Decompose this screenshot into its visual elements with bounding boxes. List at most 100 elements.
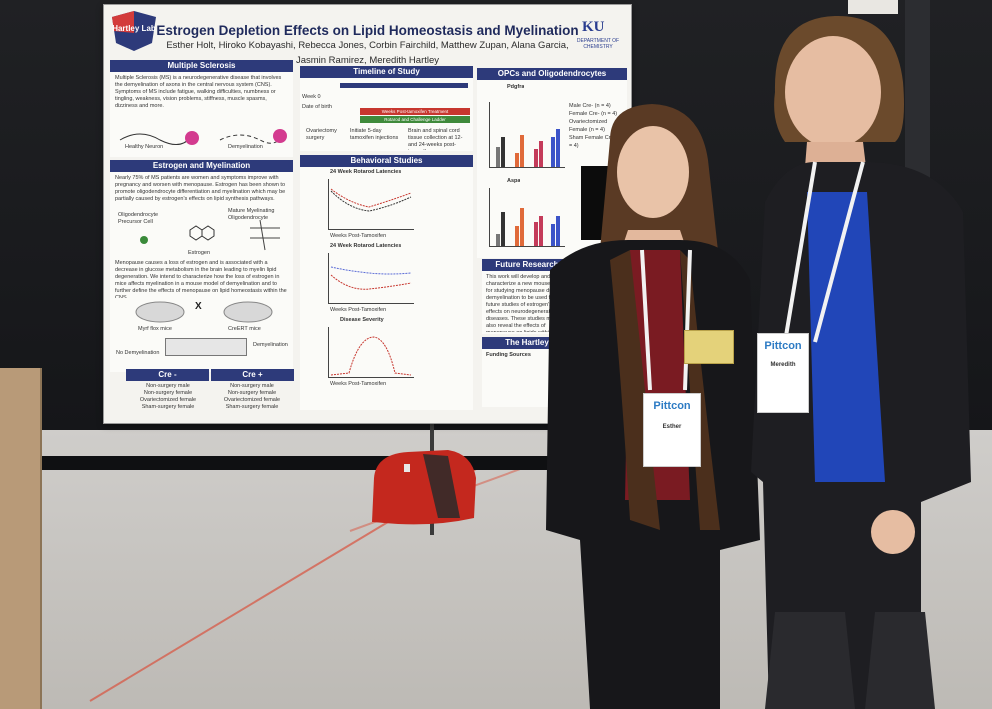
opcs-legend-item: Ovariectomized Female (n = 4): [569, 119, 608, 133]
demyelination-label: Demyelination: [228, 144, 263, 150]
timeline-legend-2: Rotarod and Challenge Ladder: [360, 116, 470, 123]
opcs-bar: [539, 216, 543, 246]
cre-plus-list: Non-surgery male Non-surgery female Ovar…: [216, 383, 288, 411]
poster-authors: Esther Holt, Hiroko Kobayashi, Rebecca J…: [104, 38, 631, 68]
behavior-xlabel-1: Weeks Post-Tamoxifen: [330, 233, 387, 239]
ms-panel: Multiple Sclerosis Multiple Sclerosis (M…: [110, 60, 293, 157]
demyelination-flow-label: Demyelination: [253, 342, 288, 348]
right-badge-name: Meredith: [770, 362, 796, 368]
opcs-chart-2: [489, 188, 565, 247]
estrogen-label: Estrogen: [188, 250, 211, 256]
ku-department: DEPARTMENT OF CHEMISTRY: [576, 38, 620, 50]
corner-sign: [848, 0, 898, 14]
opcs-legend-item: Male Cre- (n = 4): [569, 103, 611, 109]
opcs-legend-item: Female Cre- (n = 4): [569, 111, 618, 117]
opcs-bar: [501, 137, 505, 167]
opcs-chart-1: [489, 102, 565, 168]
estrogen-header: Estrogen and Myelination: [110, 160, 293, 172]
funding-label: Funding Sources: [486, 352, 531, 358]
timeline-bar: [340, 83, 468, 88]
timeline-col-3: Brain and spinal cord tissue collection …: [408, 128, 463, 150]
opcs-bar: [551, 137, 555, 167]
research-poster: Hartley Lab Estrogen Depletion Effects o…: [103, 4, 632, 424]
behavior-xlabel-2: Weeks Post-Tamoxifen: [330, 307, 387, 313]
opcs-bar: [496, 234, 500, 246]
opc-label: Oligodendrocyte Precursor Cell: [118, 212, 159, 225]
opcs-bar: [551, 224, 555, 246]
timeline-col-1: Ovariectomy surgery: [306, 128, 337, 141]
ms-text: Multiple Sclerosis (MS) is a neurodegene…: [115, 75, 282, 109]
cross-symbol: X: [195, 301, 202, 312]
person-right: [751, 15, 971, 709]
lab-logo-text: Hartley Lab: [112, 24, 156, 33]
future-header: Future Research: [482, 259, 572, 271]
cre-minus-item: Non-surgery female: [143, 390, 193, 396]
opcs-chart-2-title: Aspa: [507, 178, 521, 184]
estrogen-text: Nearly 75% of MS patients are women and …: [115, 175, 286, 202]
left-name-badge: Pittcon Esther: [643, 393, 701, 467]
ku-logo: KU: [582, 19, 605, 35]
cre-table: Cre - Cre + Non-surgery male Non-surgery…: [126, 369, 294, 419]
right-name-badge: Pittcon Meredith: [757, 333, 809, 413]
behavior-chart-1-title: 24 Week Rotarod Latencies: [330, 169, 402, 175]
timeline-col-2: Initiate 5-day tamoxifen injections: [350, 128, 399, 141]
opcs-chart-1-title: Pdgfra: [507, 84, 525, 90]
opcs-header: OPCs and Oligodendrocytes: [477, 68, 627, 80]
behavior-xlabel-3: Weeks Post-Tamoxifen: [330, 381, 387, 387]
opcs-bar: [496, 147, 500, 167]
opcs-bar: [501, 212, 505, 246]
opcs-bar: [534, 149, 538, 167]
cre-minus-item: Sham-surgery female: [141, 404, 195, 410]
timeline-week-label: Week 0: [302, 94, 321, 100]
timeline-panel: Timeline of Study Week 0 Date of birth W…: [300, 66, 473, 151]
estrogen-diagram: [140, 219, 280, 251]
opcs-bar: [556, 216, 560, 246]
poster-title: Estrogen Depletion Effects on Lipid Home…: [156, 23, 579, 38]
mouse-label-2: CreERT mice: [228, 326, 261, 332]
opcs-legend: Male Cre- (n = 4) Female Cre- (n = 4) Ov…: [569, 102, 625, 150]
no-demyelination-label: No Demyelination: [116, 350, 160, 356]
opcs-bar: [556, 129, 560, 167]
mature-oligo-label: Mature Myelinating Oligodendrocyte: [228, 208, 275, 221]
opcs-bar: [520, 208, 524, 246]
hartley-lab-logo: Hartley Lab: [112, 11, 156, 51]
healthy-neuron-label: Healthy Neuron: [125, 144, 164, 150]
behavior-chart-3-title: Disease Severity: [340, 317, 384, 323]
behavior-chart-2-title: 24 Week Rotarod Latencies: [330, 243, 402, 249]
cardboard-tube: [0, 368, 42, 709]
neuron-illustrations: [119, 129, 287, 145]
mouse-label-1: Myrf flox mice: [138, 326, 172, 332]
cre-minus-list: Non-surgery male Non-surgery female Ovar…: [132, 383, 204, 411]
behavior-chart-3: [328, 327, 414, 378]
mouse-cross-diagram: [135, 301, 273, 323]
authors-line-2: Jasmin Ramirez, Meredith Hartley: [295, 55, 440, 66]
timeline-header: Timeline of Study: [300, 66, 473, 78]
cre-plus-item: Non-surgery male: [230, 383, 274, 389]
ribbon-badge: [684, 330, 734, 364]
estrogen-text-2: Menopause causes a loss of estrogen and …: [115, 260, 287, 298]
left-badge-name: Esther: [662, 424, 682, 430]
timeline-legend-1: Weeks Post-tamoxifen Treatment: [360, 108, 470, 115]
cre-plus-header: Cre +: [211, 369, 294, 381]
authors-line-1: Esther Holt, Hiroko Kobayashi, Rebecca J…: [166, 40, 569, 51]
right-badge-brand: Pittcon: [764, 340, 802, 352]
estrogen-panel: Estrogen and Myelination Nearly 75% of M…: [110, 160, 293, 372]
ms-header: Multiple Sclerosis: [110, 60, 293, 72]
behavior-panel: Behavioral Studies 24 Week Rotarod Laten…: [300, 155, 473, 410]
cre-minus-header: Cre -: [126, 369, 209, 381]
opcs-bar: [539, 141, 543, 167]
red-backpack: [372, 450, 476, 525]
flow-box: [165, 338, 247, 356]
cre-plus-item: Ovariectomized female: [223, 397, 281, 403]
left-badge-brand: Pittcon: [653, 400, 691, 412]
opcs-legend-item: Sham Female Cre+ (n = 4): [569, 135, 624, 149]
cre-plus-item: Sham-surgery female: [225, 404, 279, 410]
opcs-bar: [534, 222, 538, 246]
cre-minus-item: Ovariectomized female: [139, 397, 197, 403]
behavior-chart-2: [328, 253, 414, 304]
timeline-dob-label: Date of birth: [302, 104, 332, 110]
behavior-header: Behavioral Studies: [300, 155, 473, 167]
opcs-bar: [520, 135, 524, 167]
cre-plus-item: Non-surgery female: [227, 390, 277, 396]
